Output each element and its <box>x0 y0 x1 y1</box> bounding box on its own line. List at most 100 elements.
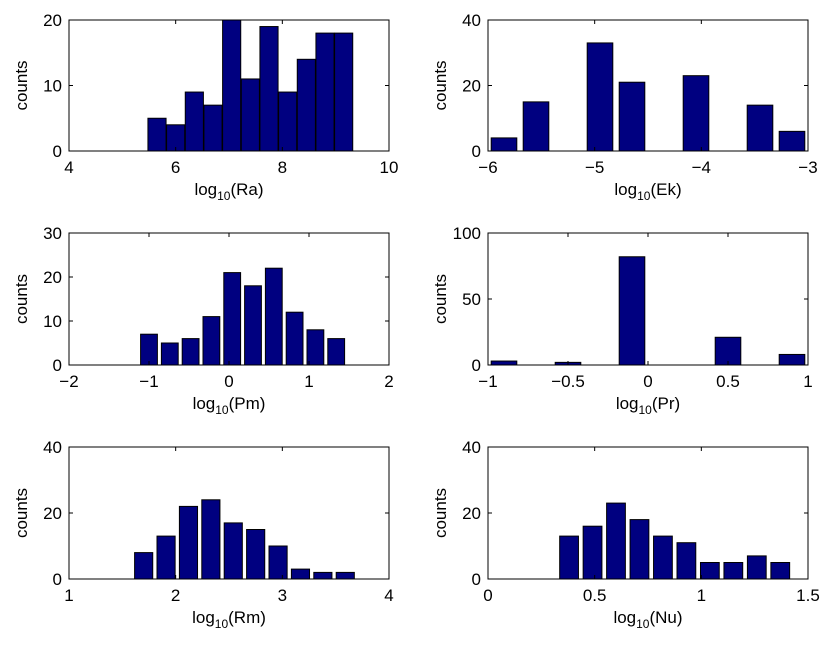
x-axis-label-argument: (Pr) <box>652 394 680 413</box>
histogram-bar <box>746 555 767 580</box>
histogram-bar <box>134 552 154 580</box>
x-axis-label-subscript: 10 <box>215 617 229 631</box>
x-tick-label: 2 <box>384 372 393 391</box>
histogram-bar <box>160 342 179 366</box>
x-axis-label-base: log <box>193 394 216 413</box>
y-tick-label: 50 <box>462 290 481 309</box>
y-tick-label: 30 <box>43 224 62 243</box>
x-axis-label-subscript: 10 <box>636 617 650 631</box>
y-tick-label: 20 <box>43 268 62 287</box>
x-tick-label: 1 <box>803 372 812 391</box>
histogram-bar <box>618 81 646 152</box>
histogram-bar <box>778 353 806 366</box>
x-tick-label: 1 <box>64 586 73 605</box>
histogram-bar <box>699 562 720 580</box>
y-axis-label: counts <box>12 60 31 110</box>
x-tick-label: −1 <box>139 372 158 391</box>
histogram-bar <box>268 545 288 580</box>
histogram-bar <box>586 42 614 152</box>
x-axis-label: log10(Ra) <box>194 180 263 203</box>
y-tick-label: 40 <box>43 438 62 457</box>
x-axis-label: log10(Rm) <box>192 608 266 631</box>
x-tick-label: 0 <box>643 372 652 391</box>
histogram-bar <box>140 333 158 366</box>
x-axis-label-argument: (Nu) <box>649 608 682 627</box>
x-tick-label: 0 <box>224 372 233 391</box>
histogram-bar <box>327 338 346 366</box>
x-axis-label-base: log <box>616 394 639 413</box>
histogram-bar <box>522 101 550 152</box>
y-tick-label: 20 <box>43 504 62 523</box>
y-tick-label: 0 <box>472 142 481 161</box>
y-tick-label: 20 <box>462 77 481 96</box>
y-tick-label: 0 <box>472 356 481 375</box>
x-tick-label: 0 <box>483 586 492 605</box>
histogram-bar <box>682 75 710 152</box>
y-tick-label: 0 <box>53 356 62 375</box>
x-tick-label: −6 <box>478 158 497 177</box>
x-tick-label: −0.5 <box>551 372 585 391</box>
x-tick-label: −3 <box>798 158 817 177</box>
x-axis-label: log10(Pm) <box>193 394 266 417</box>
histogram-bar <box>240 78 260 152</box>
histogram-bar <box>306 329 325 366</box>
x-tick-label: 6 <box>171 158 180 177</box>
histogram-panel-2: −6 −5 −4 −3 0 20 40 counts log10(Ek) <box>431 11 818 203</box>
y-tick-label: 40 <box>462 438 481 457</box>
histogram-bar <box>490 137 518 152</box>
histogram-bar <box>201 499 221 580</box>
x-axis-label: log10(Ek) <box>614 180 681 203</box>
y-tick-label: 10 <box>43 77 62 96</box>
histogram-bar <box>629 519 650 580</box>
x-tick-label: 10 <box>380 158 399 177</box>
y-axis-label: counts <box>431 274 450 324</box>
x-axis-label-base: log <box>613 608 636 627</box>
x-axis-label-argument: (Ek) <box>650 180 681 199</box>
y-tick-label: 0 <box>53 142 62 161</box>
histogram-bar <box>178 505 199 580</box>
x-axis-label-base: log <box>194 180 217 199</box>
histogram-bar <box>653 535 673 580</box>
x-tick-label: −1 <box>478 372 497 391</box>
x-tick-label: 3 <box>278 586 287 605</box>
x-axis-label: log10(Pr) <box>616 394 680 417</box>
x-tick-label: −2 <box>59 372 78 391</box>
y-axis-label: counts <box>12 488 31 538</box>
x-tick-label: 0.5 <box>716 372 740 391</box>
y-axis-label: counts <box>431 488 450 538</box>
histogram-bar <box>246 529 266 580</box>
y-tick-label: 20 <box>43 11 62 30</box>
x-axis-label: log10(Nu) <box>613 608 682 631</box>
x-tick-label: −4 <box>692 158 711 177</box>
x-axis-label-subscript: 10 <box>639 403 653 417</box>
x-tick-label: 1 <box>697 586 706 605</box>
histogram-bar <box>746 104 774 152</box>
histogram-bar <box>676 542 697 580</box>
histogram-bar <box>222 19 242 152</box>
histogram-bar <box>559 535 579 580</box>
y-axis-label: counts <box>12 274 31 324</box>
histogram-bar <box>290 568 311 580</box>
histogram-bar <box>244 285 262 366</box>
histogram-bar <box>490 360 518 366</box>
y-tick-label: 100 <box>453 224 481 243</box>
y-axis-label: counts <box>431 60 450 110</box>
histogram-bar <box>156 535 176 580</box>
histogram-bar <box>184 91 204 152</box>
histogram-bar <box>259 26 279 152</box>
histogram-panel-1: 4 6 8 10 0 10 20 counts log10(Ra) <box>12 11 398 203</box>
histogram-bar <box>223 522 243 580</box>
x-tick-label: 8 <box>278 158 287 177</box>
y-tick-label: 20 <box>462 504 481 523</box>
histogram-bar <box>315 32 335 152</box>
x-axis-label-argument: (Pm) <box>229 394 266 413</box>
histogram-bar <box>285 311 304 366</box>
histogram-bar <box>202 316 221 366</box>
x-tick-label: 4 <box>64 158 73 177</box>
histogram-bar <box>181 338 200 366</box>
axes-box <box>487 232 809 366</box>
histogram-bar <box>778 130 806 152</box>
x-axis-label-argument: (Rm) <box>228 608 266 627</box>
